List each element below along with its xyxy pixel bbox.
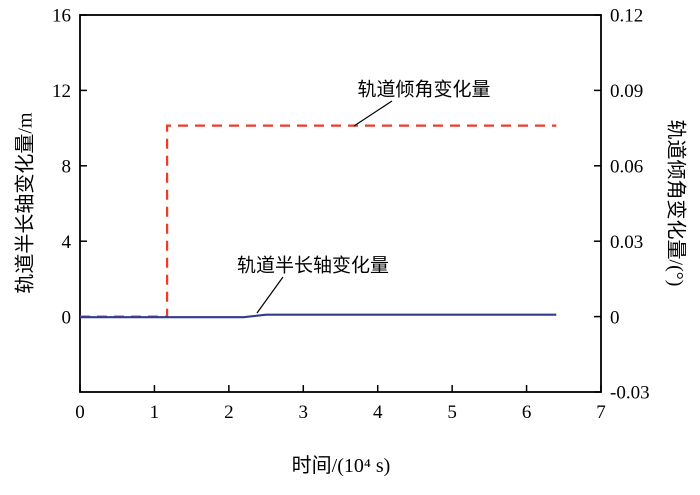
x-tick-label: 5	[447, 402, 457, 423]
right-y-tick-label: 0.06	[610, 156, 643, 177]
left-y-tick-label: 0	[62, 307, 72, 328]
left-y-tick-label: 12	[52, 81, 71, 102]
right-y-tick-label: 0.09	[610, 81, 643, 102]
x-tick-label: 1	[150, 402, 160, 423]
annotation-semimajor-axis-series-label: 轨道半长轴变化量	[236, 255, 390, 277]
series-line-1	[80, 313, 557, 319]
annotation-inclination-series-label: 轨道倾角变化量	[357, 79, 491, 101]
right-y-axis-title: 轨道倾角变化量/(°)	[664, 119, 687, 287]
x-tick-label: 0	[75, 402, 85, 423]
annotation-leader-line	[353, 100, 393, 127]
annotation-leader-line	[256, 276, 284, 314]
x-tick-label: 3	[299, 402, 309, 423]
right-y-tick-label: 0.03	[610, 232, 643, 253]
right-y-tick-label: -0.03	[610, 383, 650, 404]
x-tick-label: 2	[224, 402, 234, 423]
x-tick-label: 7	[596, 402, 606, 423]
right-y-tick-label: 0.12	[610, 6, 643, 27]
left-y-axis-title: 轨道半长轴变化量/m	[14, 112, 37, 294]
plot-border	[79, 14, 602, 393]
series-line-0	[80, 124, 557, 318]
x-tick-label: 6	[522, 402, 532, 423]
left-y-tick-label: 4	[62, 232, 72, 253]
left-y-tick-label: 16	[52, 6, 71, 27]
right-y-tick-label: 0	[610, 307, 620, 328]
x-tick-label: 4	[373, 402, 383, 423]
left-y-tick-label: 8	[62, 156, 72, 177]
x-axis-title: 时间/(10⁴ s)	[291, 455, 391, 477]
